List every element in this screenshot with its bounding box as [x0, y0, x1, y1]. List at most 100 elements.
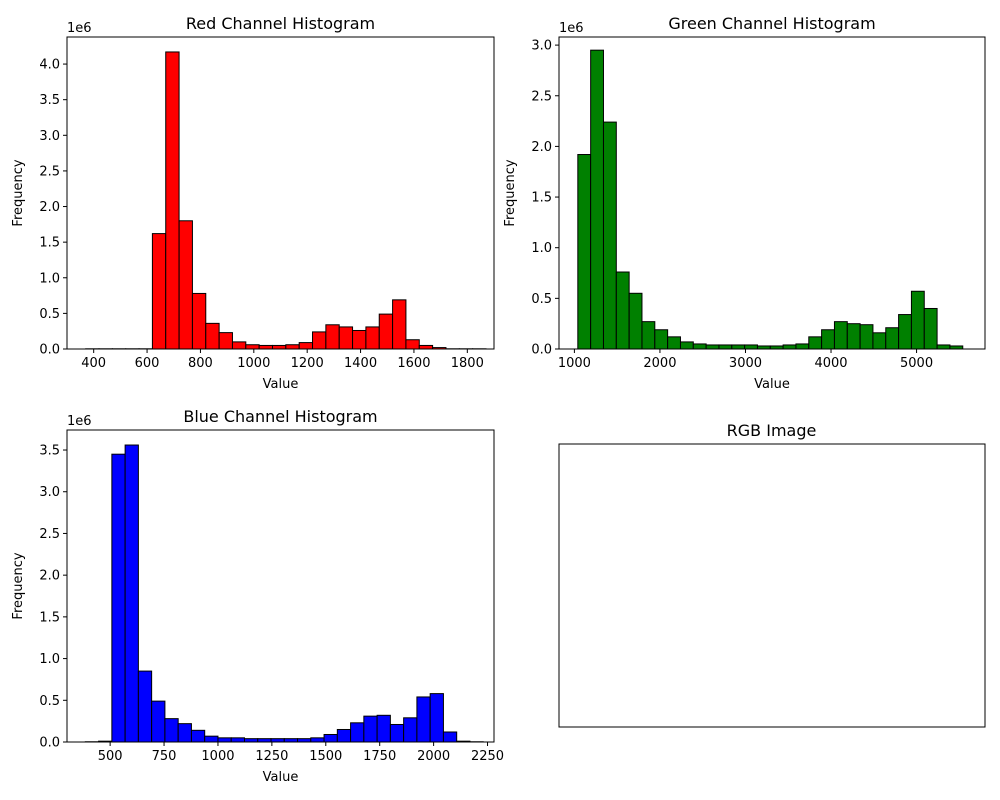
green-bar-10: [705, 344, 720, 350]
green-plot-frame: [558, 36, 986, 350]
green-chart-title: Green Channel Histogram: [668, 14, 875, 33]
blue-bar-23: [389, 723, 405, 743]
green-bar-28: [936, 344, 951, 350]
green-bar-0: [577, 154, 592, 350]
blue-y-tick-label-7: 3.5: [39, 444, 60, 459]
blue-bar-18: [323, 733, 338, 743]
blue-x-tick-label-3: 1250: [255, 749, 288, 764]
green-bar-8: [679, 341, 694, 350]
green-bar-6: [654, 329, 669, 350]
red-histogram-panel: 400 600 800 1000 1200 1400 1600 1800 0.0 0.5 1.0 1.…: [11, 14, 495, 392]
green-bar-17: [795, 343, 810, 350]
red-y-tick-label-5: 2.5: [39, 164, 60, 179]
green-y-offset-label: 1e6: [559, 21, 584, 36]
blue-bar-16: [297, 738, 312, 743]
red-bar-7: [178, 220, 193, 350]
red-x-tick-label-1: 600: [135, 356, 160, 371]
blue-x-axis-label: Value: [263, 770, 299, 785]
blue-bar-19: [336, 728, 352, 743]
green-bar-7: [667, 336, 681, 350]
green-x-tick-label-2: 3000: [729, 356, 762, 371]
green-bar-27: [923, 307, 938, 350]
red-bar-15: [285, 344, 300, 350]
red-y-tick-label-7: 3.5: [39, 93, 60, 108]
red-bar-16: [298, 342, 314, 350]
green-y-tick-label-2: 1.0: [531, 241, 552, 256]
blue-x-tick-label-0: 500: [98, 749, 123, 764]
blue-bar-3: [124, 444, 139, 743]
blue-x-tick-label-2: 1000: [201, 749, 234, 764]
blue-chart-title: Blue Channel Histogram: [183, 407, 377, 426]
red-y-tick-label-0: 0.0: [39, 343, 60, 358]
red-bar-23: [392, 299, 407, 350]
blue-y-tick-label-6: 3.0: [39, 485, 60, 500]
blue-bar-6: [164, 718, 179, 743]
blue-x-tick-label-6: 2000: [417, 749, 450, 764]
green-y-tick-label-3: 1.5: [531, 191, 552, 206]
blue-bar-20: [350, 722, 365, 743]
blue-y-tick-label-3: 1.5: [39, 610, 60, 625]
blue-x-tick-label-7: 2250: [471, 749, 504, 764]
red-bar-13: [258, 344, 273, 350]
blue-y-tick-label-5: 2.5: [39, 527, 60, 542]
green-y-tick-label-5: 2.5: [531, 89, 552, 104]
blue-bar-27: [442, 731, 458, 743]
green-bar-9: [692, 343, 707, 350]
green-y-tick-label-1: 0.5: [531, 292, 552, 307]
rgb-image-frame: [558, 443, 986, 728]
blue-bar-13: [257, 738, 272, 743]
blue-bar-14: [270, 738, 285, 743]
green-bar-18: [808, 336, 823, 350]
red-x-tick-label-3: 1000: [237, 356, 270, 371]
green-histogram-panel: 1000 2000 3000 4000 5000 0.0 0.5 1.0 1.5 2.0 2.5 3.…: [503, 14, 986, 392]
blue-bar-10: [217, 737, 232, 743]
blue-bar-8: [190, 729, 206, 743]
red-x-tick-label-0: 400: [81, 356, 106, 371]
rgb-image-title: RGB Image: [727, 421, 817, 440]
blue-plot-frame: [66, 429, 495, 743]
red-bar-20: [352, 329, 367, 350]
green-x-axis-label: Value: [754, 377, 790, 392]
green-y-tick-label-6: 3.0: [531, 39, 552, 54]
green-bar-11: [718, 344, 733, 350]
green-bar-16: [782, 344, 797, 350]
green-bar-13: [744, 344, 758, 350]
red-x-tick-label-4: 1200: [291, 356, 324, 371]
green-y-tick-label-4: 2.0: [531, 140, 552, 155]
blue-bar-26: [429, 693, 444, 743]
red-chart-title: Red Channel Histogram: [186, 14, 375, 33]
red-bar-8: [191, 292, 207, 350]
green-bar-2: [602, 121, 617, 350]
blue-bar-9: [204, 735, 219, 743]
green-y-axis-label: Frequency: [503, 159, 518, 226]
red-x-tick-label-7: 1800: [451, 356, 484, 371]
red-y-tick-label-6: 3.0: [39, 129, 60, 144]
red-y-tick-label-3: 1.5: [39, 236, 60, 251]
blue-y-offset-label: 1e6: [67, 414, 92, 429]
blue-y-tick-label-1: 0.5: [39, 694, 60, 709]
blue-histogram-panel: 500 750 1000 1250 1500 1750 2000 2250 0.0 0.5 1.0 1…: [11, 407, 504, 785]
red-bar-19: [338, 326, 354, 350]
red-bar-17: [312, 331, 327, 350]
red-bar-14: [271, 344, 287, 350]
blue-bar-25: [416, 696, 431, 743]
blue-bar-7: [177, 723, 192, 743]
green-bar-19: [821, 329, 835, 350]
green-bar-23: [872, 332, 887, 350]
blue-bar-12: [243, 738, 259, 743]
green-bar-20: [833, 321, 848, 350]
blue-y-axis-label: Frequency: [11, 552, 26, 619]
red-bar-25: [418, 344, 434, 350]
red-bar-21: [365, 326, 380, 350]
blue-x-tick-label-4: 1500: [309, 749, 342, 764]
blue-bar-22: [376, 714, 391, 743]
rgb-image-panel: RGB Image: [558, 421, 986, 728]
blue-y-tick-label-2: 1.0: [39, 652, 60, 667]
red-y-offset-label: 1e6: [67, 21, 92, 36]
green-bar-3: [615, 271, 630, 350]
green-bar-1: [590, 49, 604, 350]
red-bar-9: [205, 322, 220, 350]
red-x-tick-label-5: 1400: [344, 356, 377, 371]
blue-bar-4: [137, 670, 153, 743]
red-plot-frame: [66, 36, 495, 350]
